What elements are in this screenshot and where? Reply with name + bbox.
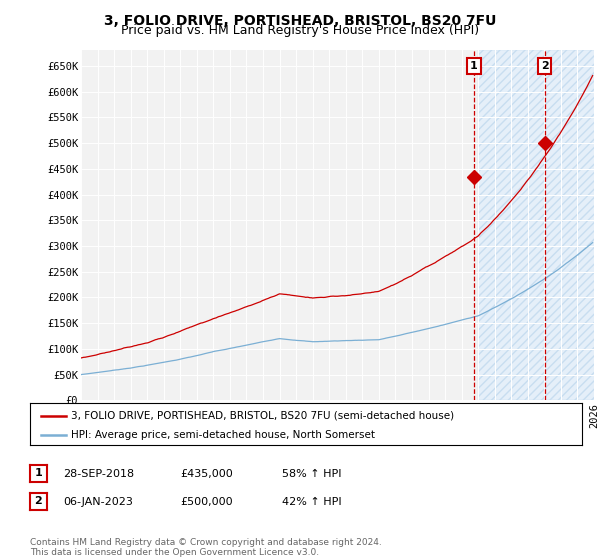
Text: 06-JAN-2023: 06-JAN-2023 (63, 497, 133, 507)
Bar (478, 50, 600, 400)
Text: 1: 1 (35, 468, 42, 478)
Text: 3, FOLIO DRIVE, PORTISHEAD, BRISTOL, BS20 7FU (semi-detached house): 3, FOLIO DRIVE, PORTISHEAD, BRISTOL, BS2… (71, 411, 455, 421)
Text: 58% ↑ HPI: 58% ↑ HPI (282, 469, 341, 479)
Text: £500,000: £500,000 (180, 497, 233, 507)
Text: Price paid vs. HM Land Registry's House Price Index (HPI): Price paid vs. HM Land Registry's House … (121, 24, 479, 37)
Text: 3, FOLIO DRIVE, PORTISHEAD, BRISTOL, BS20 7FU: 3, FOLIO DRIVE, PORTISHEAD, BRISTOL, BS2… (104, 14, 496, 28)
Bar (478, 50, 600, 400)
Text: 42% ↑ HPI: 42% ↑ HPI (282, 497, 341, 507)
Text: £435,000: £435,000 (180, 469, 233, 479)
Text: 1: 1 (470, 61, 478, 71)
Text: HPI: Average price, semi-detached house, North Somerset: HPI: Average price, semi-detached house,… (71, 430, 376, 440)
Text: 2: 2 (35, 496, 42, 506)
Text: 2: 2 (541, 61, 548, 71)
Text: Contains HM Land Registry data © Crown copyright and database right 2024.
This d: Contains HM Land Registry data © Crown c… (30, 538, 382, 557)
Text: 28-SEP-2018: 28-SEP-2018 (63, 469, 134, 479)
